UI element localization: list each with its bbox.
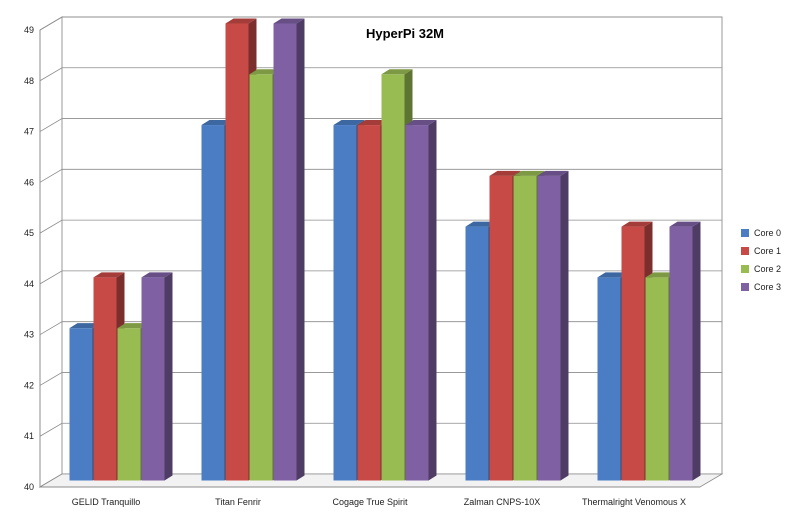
bar-top: [621, 221, 653, 227]
bar-side: [164, 272, 173, 481]
x-tick-label: Cogage True Spirit: [332, 497, 408, 507]
y-tick-label: 47: [24, 127, 34, 137]
legend-item: Core 3: [741, 282, 781, 292]
bar-top: [381, 69, 413, 75]
bar-top: [69, 323, 101, 329]
bar-front: [645, 277, 669, 481]
bar-front: [597, 277, 621, 481]
legend-item: Core 0: [741, 228, 781, 238]
legend-swatch: [741, 229, 749, 237]
bar-top: [333, 120, 365, 126]
bar-front: [225, 23, 249, 481]
gridline: [39, 67, 722, 82]
legend-swatch: [741, 283, 749, 291]
bars: [69, 18, 701, 481]
legend-swatch: [741, 247, 749, 255]
bar-front: [513, 175, 537, 481]
legend: Core 0 Core 1 Core 2 Core 3: [741, 228, 781, 292]
x-axis-ticks: GELID Tranquillo Titan Fenrir Cogage True …: [72, 497, 686, 507]
bar-top: [465, 221, 497, 227]
y-tick-label: 48: [24, 76, 34, 86]
bar-top: [273, 18, 305, 24]
y-tick-label: 44: [24, 279, 34, 289]
bar-front: [465, 226, 489, 481]
bar: [537, 170, 569, 481]
bar-front: [537, 175, 561, 481]
bar-top: [141, 272, 173, 278]
bar-top: [117, 323, 149, 329]
bar-front: [621, 226, 645, 481]
y-tick-label: 43: [24, 330, 34, 340]
legend-label: Core 0: [754, 228, 781, 238]
bar-top: [537, 170, 569, 176]
bar-front: [357, 125, 381, 481]
bar-front: [69, 328, 93, 481]
bar-side: [428, 120, 437, 481]
bar-front: [93, 277, 117, 481]
x-tick-label: Thermalright Venomous X: [582, 497, 686, 507]
bar-top: [357, 120, 389, 126]
bar-top: [249, 69, 281, 75]
bar-front: [381, 74, 405, 481]
legend-item: Core 1: [741, 246, 781, 256]
legend-label: Core 1: [754, 246, 781, 256]
bar-front: [141, 277, 165, 481]
bar-top: [93, 272, 125, 278]
bar-front: [249, 74, 273, 481]
y-tick-label: 42: [24, 380, 34, 390]
legend-label: Core 3: [754, 282, 781, 292]
bar-front: [201, 125, 225, 481]
bar: [669, 221, 701, 481]
gridline: [39, 16, 722, 31]
x-tick-label: Zalman CNPS-10X: [464, 497, 541, 507]
y-axis-ticks: 40 41 42 43 44 45 46 47 48 49: [24, 25, 34, 492]
bar-top: [201, 120, 233, 126]
bar-top: [513, 170, 545, 176]
legend-item: Core 2: [741, 264, 781, 274]
x-tick-label: GELID Tranquillo: [72, 497, 141, 507]
bar-top: [225, 18, 257, 24]
bar: [141, 272, 173, 481]
bar-front: [669, 226, 693, 481]
bar-top: [645, 272, 677, 278]
y-tick-label: 41: [24, 431, 34, 441]
x-tick-label: Titan Fenrir: [215, 497, 261, 507]
bar-front: [273, 23, 297, 481]
chart-title: HyperPi 32M: [366, 26, 444, 41]
bar-front: [333, 125, 357, 481]
gridline: [39, 168, 722, 183]
bar-top: [489, 170, 521, 176]
bar-side: [560, 170, 569, 481]
gridline: [39, 118, 722, 132]
side-wall-panel: [39, 16, 63, 488]
bar-top: [597, 272, 629, 278]
bar-side: [692, 221, 701, 481]
bar-top: [405, 120, 437, 126]
bar-front: [117, 328, 141, 481]
legend-swatch: [741, 265, 749, 273]
bar-front: [489, 175, 513, 481]
y-tick-label: 46: [24, 177, 34, 187]
bar-side: [296, 18, 305, 481]
y-tick-label: 49: [24, 25, 34, 35]
bar-top: [669, 221, 701, 227]
y-tick-label: 45: [24, 228, 34, 238]
y-tick-label: 40: [24, 482, 34, 492]
legend-label: Core 2: [754, 264, 781, 274]
bar: [273, 18, 305, 481]
bar: [405, 120, 437, 481]
bar-front: [405, 125, 429, 481]
